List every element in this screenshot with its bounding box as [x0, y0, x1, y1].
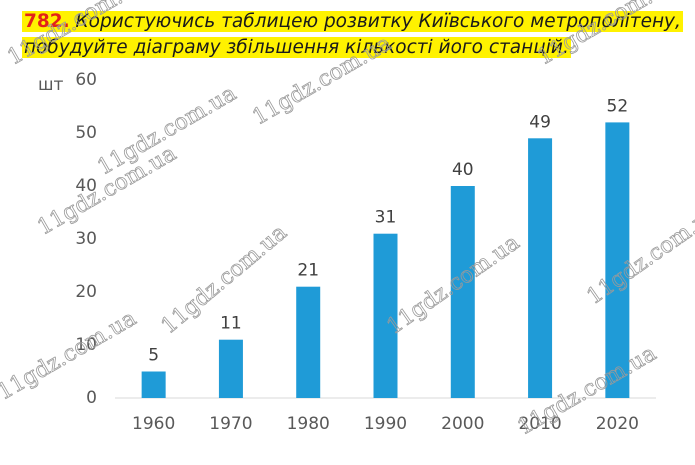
value-label: 31 — [375, 208, 397, 228]
value-label: 5 — [148, 346, 159, 366]
exercise-text: побудуйте діаграму збільшення кількості … — [22, 37, 571, 58]
x-tick-label: 2010 — [518, 414, 561, 434]
line: побудуйте діаграму збільшення кількості … — [22, 35, 683, 61]
bar — [605, 122, 630, 399]
bar — [528, 138, 553, 399]
y-tick-label: 20 — [75, 282, 97, 302]
watermark: 11gdz.com.ua — [0, 306, 141, 405]
x-tick-label: 2000 — [441, 414, 484, 434]
exercise-number: 782. — [24, 11, 70, 32]
y-tick-label: 50 — [75, 123, 97, 143]
highlight: 782. Користуючись таблицею розвитку Київ… — [22, 11, 683, 32]
bar — [218, 339, 243, 398]
watermark: 11gdz.com.ua — [583, 200, 695, 310]
watermark: 11gdz.com.ua — [249, 31, 396, 130]
y-tick-label: 30 — [75, 229, 97, 249]
y-tick-label: 60 — [75, 70, 97, 90]
value-label: 21 — [297, 261, 319, 281]
watermark: 11gdz.com.ua — [534, 0, 681, 70]
value-label: 11 — [220, 314, 242, 334]
value-label: 40 — [452, 160, 474, 180]
exercise: 782. Користуючись таблицею розвитку Київ… — [22, 9, 683, 61]
x-tick-label: 2020 — [596, 414, 639, 434]
bar — [450, 186, 475, 398]
value-label: 49 — [529, 112, 551, 132]
line: 782. Користуючись таблицею розвитку Київ… — [22, 9, 683, 35]
x-tick-label: 1980 — [287, 414, 330, 434]
watermark: 11gdz.com.ua — [4, 0, 151, 70]
y-tick-label: 10 — [75, 335, 97, 355]
x-tick-label: 1960 — [132, 414, 175, 434]
bar — [141, 371, 166, 398]
y-tick-label: 0 — [86, 388, 97, 408]
y-axis-label: шт — [38, 75, 64, 95]
x-tick-label: 1970 — [209, 414, 252, 434]
bar — [373, 233, 398, 398]
value-label: 52 — [607, 96, 629, 116]
x-tick-label: 1990 — [364, 414, 407, 434]
exercise-text: Користуючись таблицею розвитку Київськог… — [75, 11, 681, 32]
y-tick-label: 40 — [75, 176, 97, 196]
bar — [296, 286, 321, 398]
